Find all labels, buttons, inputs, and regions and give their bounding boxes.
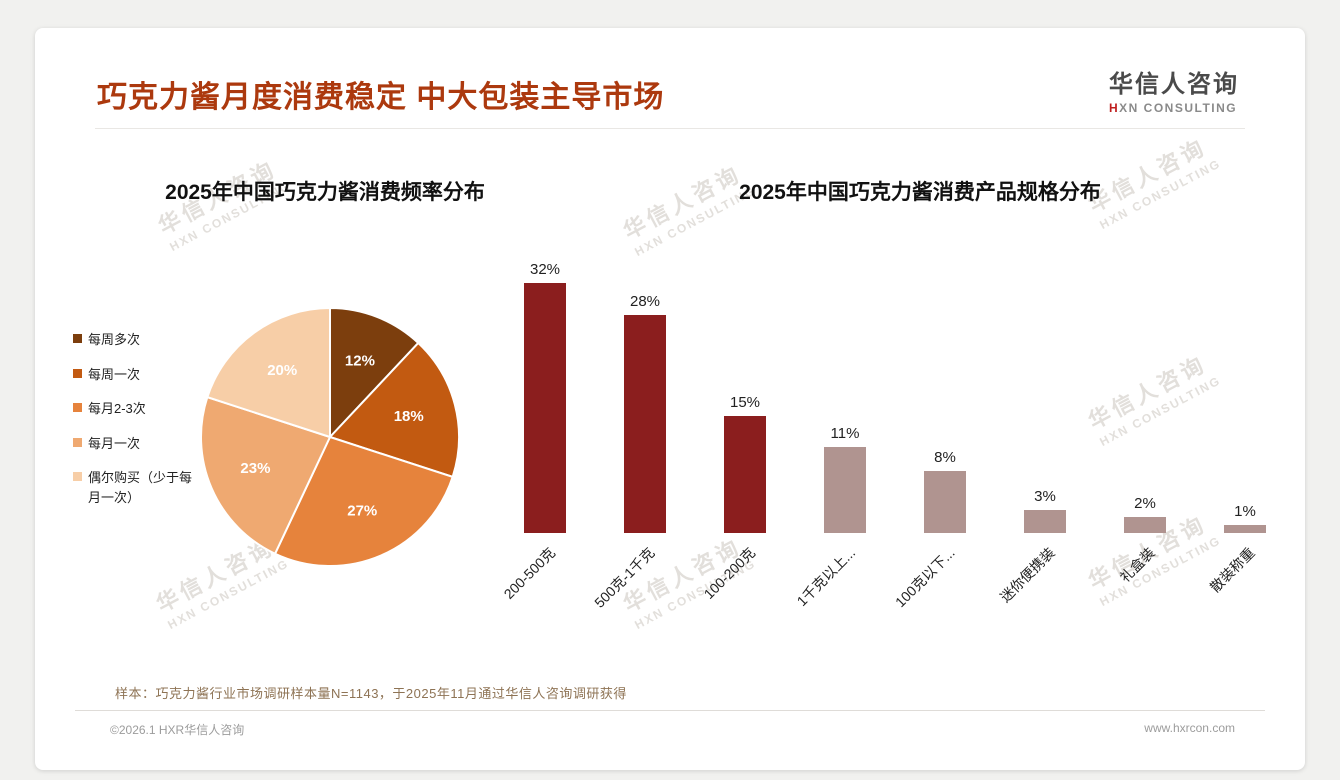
legend-label: 每月一次 — [88, 435, 141, 451]
legend-item: 每月一次 — [73, 434, 198, 454]
legend-item: 偶尔购买（少于每月一次） — [73, 468, 198, 507]
bar-category-label: 迷你便携装 — [996, 544, 1058, 606]
bar — [824, 447, 866, 533]
pie-legend: 每周多次每周一次每月2-3次 每月一次偶尔购买（少于每月一次） — [73, 330, 198, 522]
footer-divider — [75, 710, 1265, 711]
bar — [524, 283, 566, 533]
pie-chart: 12% 18% 27% 23% 20% — [198, 305, 462, 569]
legend-swatch — [73, 472, 82, 481]
bar-value-label: 2% — [1134, 495, 1156, 513]
legend-label: 每周多次 — [88, 332, 141, 347]
pie-data-label: 20% — [267, 362, 297, 379]
legend-item: 每周多次 — [73, 330, 198, 350]
bar-value-label: 8% — [934, 448, 956, 466]
bar — [1124, 517, 1166, 533]
bar — [1224, 525, 1266, 533]
pie-data-label: 23% — [240, 460, 270, 477]
brand-name-cn: 华信人咨询 — [1109, 71, 1239, 98]
pie-slice — [328, 341, 460, 479]
pie-data-label: 27% — [347, 503, 377, 520]
pie-data-label: 18% — [394, 408, 424, 425]
bar-column: 11% — [795, 425, 895, 533]
pie-chart-title: 2025年中国巧克力酱消费频率分布 — [165, 181, 485, 204]
bar-chart-title: 2025年中国巧克力酱消费产品规格分布 — [739, 181, 1101, 204]
footnote: 样本：巧克力酱行业市场调研样本量N=1143，于2025年11月通过华信人咨询调… — [115, 686, 627, 701]
bar-category-label: 1千克以上... — [793, 544, 858, 610]
bar-column: 28% — [595, 293, 695, 533]
bar-category-label: 礼盒装 — [1116, 544, 1158, 586]
bar-column: 15% — [695, 394, 795, 533]
bar — [1024, 509, 1066, 533]
bar-category-label: 散装称重 — [1206, 544, 1258, 596]
footer-copyright: ©2026.1 HXR华信人咨询 — [110, 723, 245, 737]
bar-column: 32% — [495, 261, 595, 533]
page-title: 巧克力酱月度消费稳定 中大包装主导市场 — [97, 81, 665, 114]
bar-category-label: 100-200克 — [700, 544, 758, 602]
bar-category-label: 200-500克 — [500, 544, 558, 602]
bar-value-label: 15% — [729, 394, 761, 411]
legend-item: 每周一次 — [73, 365, 198, 385]
bar-value-label: 28% — [629, 292, 661, 310]
bar-value-label: 11% — [830, 425, 860, 443]
bar-value-label: 1% — [1234, 503, 1256, 521]
bar — [724, 416, 766, 533]
pie-data-label: 12% — [345, 352, 375, 369]
slide-card: 华信人咨询 HXN CONSULTING 华信人咨询 HXN CONSULTING 华信… — [35, 28, 1305, 770]
bar-column: 1% — [1195, 503, 1295, 533]
pie-svg: 12% 18% 27% 23% 20% — [200, 306, 460, 567]
bar-value-label: 3% — [1034, 487, 1056, 505]
bar — [624, 314, 666, 533]
legend-label: 每周一次 — [88, 366, 141, 382]
bar-column: 3% — [995, 488, 1095, 533]
legend-swatch — [73, 437, 82, 447]
bar-plot: 32% 28% 15% 11% 8% 3% 2% 1% — [495, 253, 1295, 533]
legend-item: 每月2-3次 — [73, 399, 198, 419]
bar-value-label: 32% — [529, 261, 561, 279]
legend-swatch — [73, 368, 82, 378]
legend-label: 偶尔购买（少于每月一次） — [88, 470, 193, 505]
pie-slice — [329, 306, 420, 440]
brand-en-rest: XN CONSULTING — [1119, 101, 1238, 115]
brand-en-initial: H — [1109, 101, 1120, 115]
brand-name-en: HXN CONSULTING — [1109, 101, 1239, 115]
pie-slice — [206, 306, 331, 439]
legend-swatch — [73, 403, 82, 412]
pie-slice — [200, 395, 332, 556]
header-divider — [95, 128, 1245, 129]
bar-category-label: 100克以下... — [891, 544, 958, 611]
bar-chart: 32% 28% 15% 11% 8% 3% 2% 1% 200-500克 500克-1千克 100… — [495, 253, 1295, 633]
bar-column: 2% — [1095, 495, 1195, 533]
legend-swatch — [73, 334, 82, 343]
pie-slice — [273, 435, 454, 567]
bar — [924, 470, 966, 533]
bar-category-axis: 200-500克 500克-1千克 100-200克 1千克以上... 100克以下..… — [495, 533, 1295, 633]
brand-logo: 华信人咨询 HXN CONSULTING — [1109, 64, 1239, 115]
legend-label: 每月2-3次 — [88, 401, 146, 416]
bar-column: 8% — [895, 449, 995, 533]
bar-category-label: 500克-1千克 — [591, 544, 658, 611]
footer-website: www.hxrcon.com — [1144, 721, 1235, 735]
